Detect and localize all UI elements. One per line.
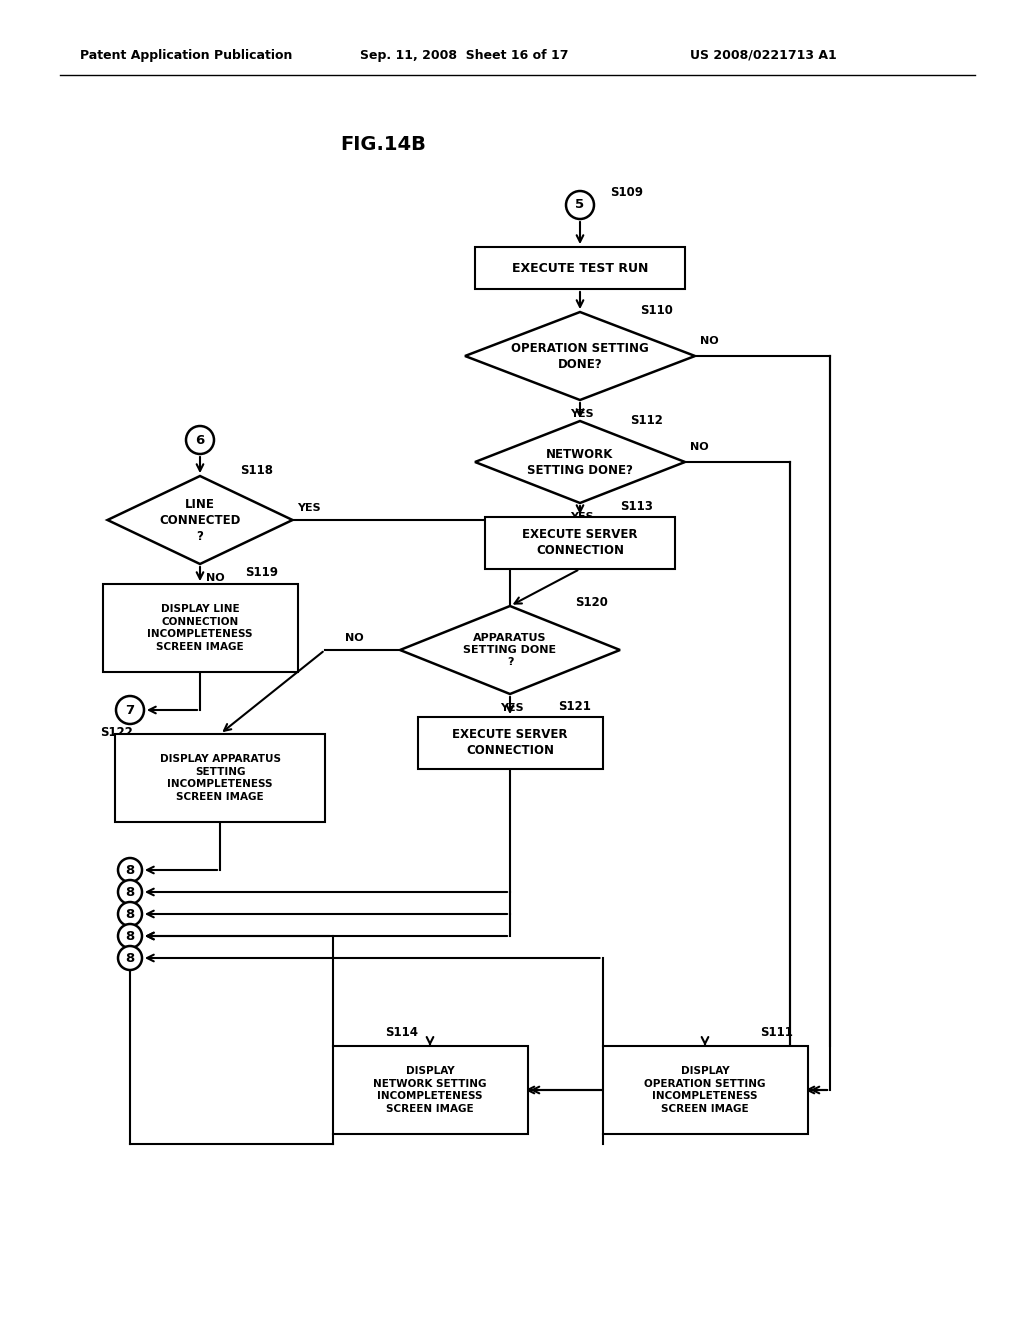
Text: DISPLAY
NETWORK SETTING
INCOMPLETENESS
SCREEN IMAGE: DISPLAY NETWORK SETTING INCOMPLETENESS S… bbox=[374, 1067, 486, 1114]
Text: S118: S118 bbox=[240, 463, 273, 477]
Text: YES: YES bbox=[500, 704, 523, 713]
Bar bbox=[333, 1045, 527, 1134]
Text: DISPLAY APPARATUS
SETTING
INCOMPLETENESS
SCREEN IMAGE: DISPLAY APPARATUS SETTING INCOMPLETENESS… bbox=[160, 755, 281, 801]
Text: Patent Application Publication: Patent Application Publication bbox=[80, 49, 293, 62]
Text: S119: S119 bbox=[245, 566, 278, 579]
Text: LINE
CONNECTED
?: LINE CONNECTED ? bbox=[160, 498, 241, 543]
Text: NO: NO bbox=[345, 634, 364, 643]
Polygon shape bbox=[465, 312, 695, 400]
Text: NETWORK
SETTING DONE?: NETWORK SETTING DONE? bbox=[527, 447, 633, 477]
Bar bbox=[418, 717, 602, 770]
Text: DISPLAY LINE
CONNECTION
INCOMPLETENESS
SCREEN IMAGE: DISPLAY LINE CONNECTION INCOMPLETENESS S… bbox=[147, 605, 253, 652]
Text: S112: S112 bbox=[630, 413, 663, 426]
Text: OPERATION SETTING
DONE?: OPERATION SETTING DONE? bbox=[511, 342, 649, 371]
Text: YES: YES bbox=[570, 512, 594, 521]
Text: S121: S121 bbox=[558, 701, 591, 714]
Text: 8: 8 bbox=[125, 863, 134, 876]
Circle shape bbox=[566, 191, 594, 219]
Text: NO: NO bbox=[206, 573, 224, 583]
Text: 7: 7 bbox=[125, 704, 134, 717]
Text: S113: S113 bbox=[620, 500, 653, 513]
Text: EXECUTE TEST RUN: EXECUTE TEST RUN bbox=[512, 261, 648, 275]
Circle shape bbox=[186, 426, 214, 454]
Text: Sep. 11, 2008  Sheet 16 of 17: Sep. 11, 2008 Sheet 16 of 17 bbox=[360, 49, 568, 62]
Text: 8: 8 bbox=[125, 929, 134, 942]
Circle shape bbox=[116, 696, 144, 723]
Circle shape bbox=[118, 880, 142, 904]
Text: S111: S111 bbox=[760, 1026, 793, 1039]
Circle shape bbox=[118, 946, 142, 970]
Bar bbox=[102, 583, 298, 672]
Text: US 2008/0221713 A1: US 2008/0221713 A1 bbox=[690, 49, 837, 62]
Text: YES: YES bbox=[298, 503, 322, 513]
Text: S110: S110 bbox=[640, 305, 673, 318]
Text: YES: YES bbox=[570, 409, 594, 418]
Text: DISPLAY
OPERATION SETTING
INCOMPLETENESS
SCREEN IMAGE: DISPLAY OPERATION SETTING INCOMPLETENESS… bbox=[644, 1067, 766, 1114]
Polygon shape bbox=[400, 606, 620, 694]
Text: 6: 6 bbox=[196, 433, 205, 446]
Text: S122: S122 bbox=[100, 726, 133, 738]
Polygon shape bbox=[108, 477, 293, 564]
Text: 8: 8 bbox=[125, 886, 134, 899]
Text: 8: 8 bbox=[125, 952, 134, 965]
Bar bbox=[485, 517, 675, 569]
Text: APPARATUS
SETTING DONE
?: APPARATUS SETTING DONE ? bbox=[464, 632, 557, 668]
Bar bbox=[475, 247, 685, 289]
Text: 8: 8 bbox=[125, 908, 134, 920]
Bar bbox=[602, 1045, 808, 1134]
Text: EXECUTE SERVER
CONNECTION: EXECUTE SERVER CONNECTION bbox=[453, 729, 567, 758]
Bar bbox=[115, 734, 325, 822]
Text: EXECUTE SERVER
CONNECTION: EXECUTE SERVER CONNECTION bbox=[522, 528, 638, 557]
Text: NO: NO bbox=[690, 442, 709, 451]
Text: 5: 5 bbox=[575, 198, 585, 211]
Text: NO: NO bbox=[700, 337, 719, 346]
Text: FIG.14B: FIG.14B bbox=[340, 136, 426, 154]
Text: S109: S109 bbox=[610, 186, 643, 199]
Circle shape bbox=[118, 858, 142, 882]
Text: S120: S120 bbox=[575, 595, 608, 609]
Polygon shape bbox=[475, 421, 685, 503]
Text: S114: S114 bbox=[385, 1026, 418, 1039]
Circle shape bbox=[118, 924, 142, 948]
Circle shape bbox=[118, 902, 142, 927]
